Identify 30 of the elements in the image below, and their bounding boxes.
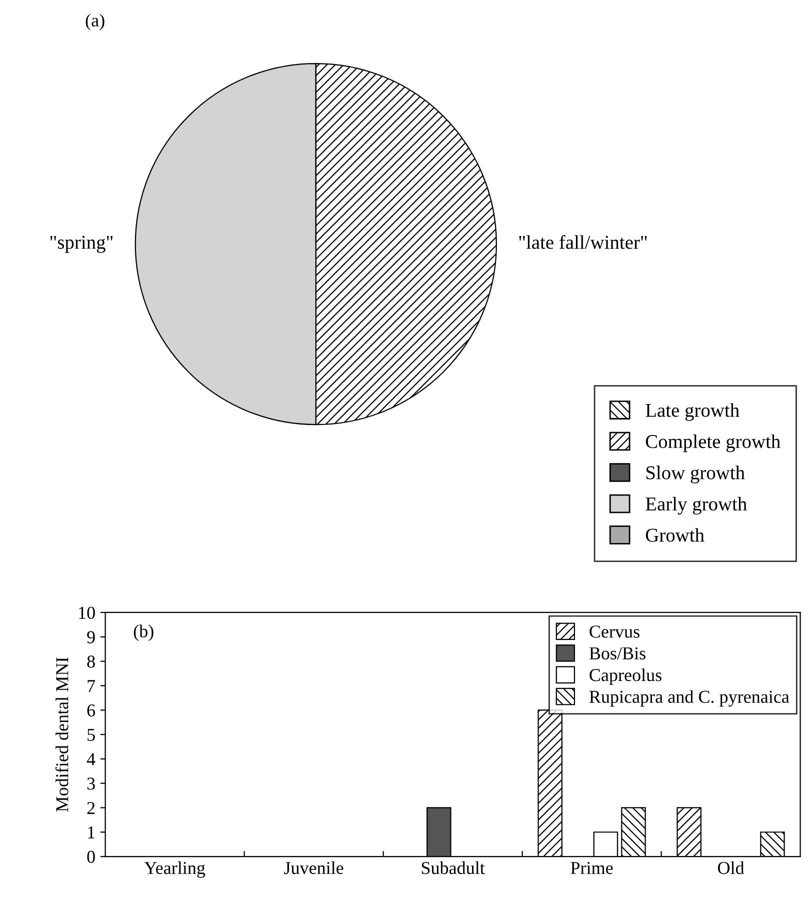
legend-label: Bos/Bis <box>589 647 646 660</box>
y-tick-label: 8 <box>87 656 95 668</box>
chart-title: (a) <box>86 14 104 30</box>
legend-label: Cervus <box>590 626 640 638</box>
y-tick-label: 1 <box>88 826 94 838</box>
x-tick-label: Juvenile <box>284 861 344 874</box>
legend-label: Late growth <box>646 403 740 421</box>
legend-label: Early growth <box>646 496 747 515</box>
y-tick-label: 4 <box>86 753 96 766</box>
legend-label: Growth <box>646 528 704 542</box>
legend-label: Slow growth <box>646 466 745 484</box>
x-tick-label: Old <box>718 861 744 874</box>
text: "spring" <box>50 236 113 253</box>
legend-label: Complete growth <box>646 434 780 452</box>
y-tick-label: 9 <box>87 631 95 644</box>
y-tick-label: 3 <box>87 778 95 790</box>
legend-label: Rupicapra and C. pyrenaica <box>589 690 790 707</box>
y-tick-label: 10 <box>79 606 95 619</box>
y-tick-label: 0 <box>87 850 95 863</box>
x-tick-label: Subadult <box>422 861 485 874</box>
y-axis-title: Modified dental MNI <box>55 657 68 812</box>
text: (b) <box>134 624 154 642</box>
y-tick-label: 6 <box>87 704 96 717</box>
legend-label: Capreolus <box>590 668 662 685</box>
text: "late fall/winter" <box>519 235 647 249</box>
x-tick-label: Yearling <box>144 861 206 878</box>
x-tick-label: Prime <box>570 862 613 874</box>
y-tick-label: 5 <box>88 728 95 741</box>
y-tick-label: 7 <box>88 680 96 692</box>
y-tick-label: 2 <box>87 802 95 814</box>
